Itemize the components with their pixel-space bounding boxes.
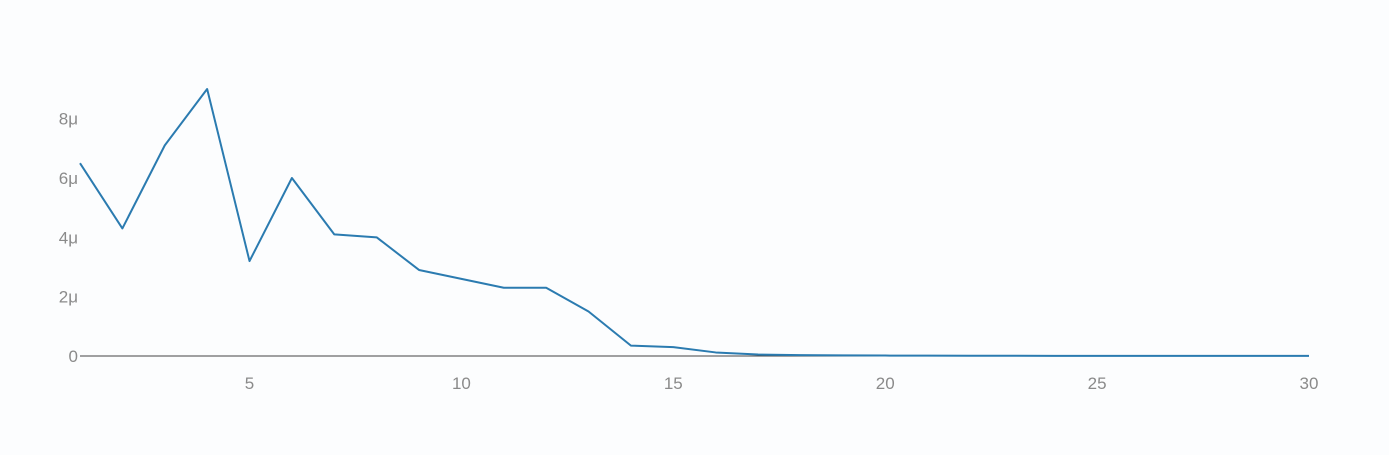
x-tick-label: 25	[1088, 374, 1107, 393]
series-line	[79, 88, 1309, 357]
y-axis: 0 2μ 4μ 6μ 8μ	[59, 110, 78, 366]
x-tick-label: 20	[876, 374, 895, 393]
series-layer	[79, 88, 1309, 357]
x-tick-label: 30	[1300, 374, 1319, 393]
x-tick-label: 10	[452, 374, 471, 393]
y-tick-label: 8μ	[59, 110, 78, 129]
y-tick-label: 6μ	[59, 169, 78, 188]
y-tick-label: 2μ	[59, 288, 78, 307]
y-tick-label: 4μ	[59, 228, 78, 247]
x-tick-label: 15	[664, 374, 683, 393]
y-tick-label: 0	[69, 347, 78, 366]
x-axis: 5 10 15 20 25 30	[245, 374, 1319, 393]
x-tick-label: 5	[245, 374, 254, 393]
